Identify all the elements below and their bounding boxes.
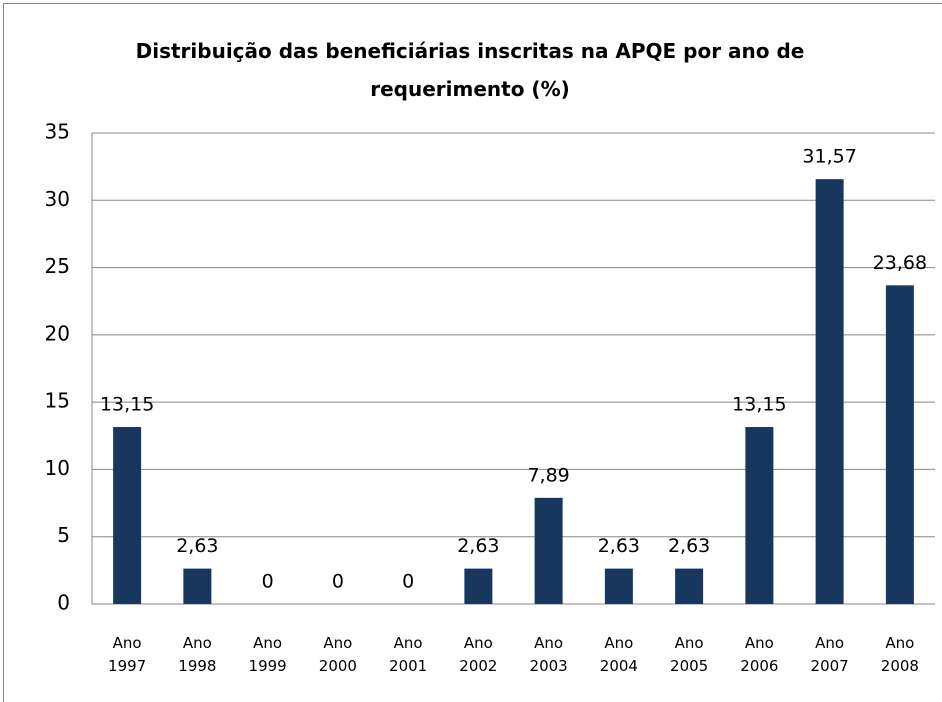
y-tick-label: 20 [45,321,70,345]
x-tick-label: Ano 1999 [248,634,287,675]
chart-title: Distribuição das beneficiárias inscritas… [135,39,805,101]
bar [745,427,774,604]
bar [113,427,142,604]
x-tick-label: Ano 2007 [810,634,849,675]
x-tick-label: Ano 2004 [599,634,638,675]
data-label: 0 [262,571,274,593]
x-tick-label: Ano 2001 [389,634,428,675]
bar [183,568,212,604]
y-tick-label: 30 [45,187,70,211]
bar [534,497,563,604]
bar [675,568,704,604]
data-label: 7,89 [527,464,569,486]
bar [815,179,844,604]
bar [604,568,633,604]
data-label: 2,63 [176,535,218,557]
x-tick-label: Ano 2003 [529,634,568,675]
y-tick-label: 10 [45,456,70,480]
y-tick-label: 5 [57,523,70,547]
data-label: 23,68 [873,252,927,274]
data-label: 0 [402,571,414,593]
bar [885,285,914,604]
data-label: 0 [332,571,344,593]
y-tick-label: 15 [45,389,70,413]
data-label: 31,57 [802,146,856,168]
x-tick-label: Ano 2005 [670,634,709,675]
x-tick-label: Ano 2002 [459,634,498,675]
chart-border [3,3,942,702]
x-tick-label: Ano 2008 [880,634,919,675]
data-label: 2,63 [668,535,710,557]
bar [464,568,493,604]
data-label: 2,63 [457,535,499,557]
x-tick-label: Ano 1997 [108,634,147,675]
data-label: 2,63 [598,535,640,557]
y-tick-label: 25 [45,254,70,278]
x-tick-label: Ano 1998 [178,634,217,675]
data-label: 13,15 [100,394,154,416]
data-label: 13,15 [732,394,786,416]
y-tick-label: 0 [57,591,70,615]
y-tick-label: 35 [45,120,70,144]
x-tick-label: Ano 2000 [318,634,357,675]
x-tick-label: Ano 2006 [740,634,779,675]
